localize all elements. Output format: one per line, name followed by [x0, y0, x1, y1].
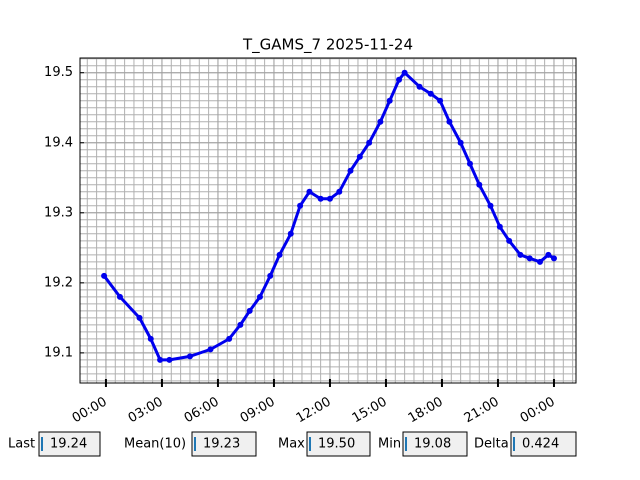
readout-value: 0.424 — [522, 437, 559, 452]
point — [396, 76, 403, 83]
readout-box — [402, 431, 468, 457]
readout-label: Last — [8, 437, 35, 452]
point — [256, 293, 263, 300]
x-tick-label: 00:00 — [518, 395, 558, 427]
point — [287, 230, 294, 237]
point — [427, 90, 434, 97]
point — [336, 188, 343, 195]
point — [347, 167, 354, 174]
point — [246, 307, 253, 314]
point — [186, 353, 193, 360]
point — [116, 293, 123, 300]
point — [476, 181, 483, 188]
point — [550, 255, 557, 262]
point — [496, 223, 503, 230]
readout-value: 19.08 — [414, 437, 451, 452]
point — [276, 251, 283, 258]
point — [136, 314, 143, 321]
x-tick-label: 18:00 — [406, 395, 446, 427]
point — [416, 83, 423, 90]
point — [306, 188, 313, 195]
point — [317, 195, 324, 202]
readout-value: 19.23 — [203, 437, 240, 452]
x-tick-label: 09:00 — [238, 395, 278, 427]
x-tick-label: 12:00 — [294, 395, 334, 427]
readout-label: Min — [378, 437, 401, 452]
point — [506, 237, 513, 244]
point — [157, 356, 164, 363]
point — [267, 272, 274, 279]
point — [386, 97, 393, 104]
plot-frame — [79, 57, 577, 384]
point — [437, 97, 444, 104]
y-tick-label: 19.4 — [44, 135, 73, 150]
point — [326, 195, 333, 202]
point — [226, 335, 233, 342]
point — [101, 272, 108, 279]
point — [356, 153, 363, 160]
point — [517, 251, 524, 258]
point — [457, 139, 464, 146]
point — [207, 346, 214, 353]
chart-title: T_GAMS_7 2025-11-24 — [242, 36, 413, 55]
readout-label: Delta — [474, 437, 509, 452]
point — [401, 69, 408, 76]
readout-value: 19.50 — [318, 437, 355, 452]
point — [526, 255, 533, 262]
y-tick-label: 19.5 — [44, 65, 73, 80]
point — [297, 202, 304, 209]
y-tick-label: 19.1 — [44, 345, 73, 360]
point — [487, 202, 494, 209]
point — [147, 335, 154, 342]
readout-box — [510, 431, 577, 457]
y-tick-label: 19.2 — [44, 275, 73, 290]
readout-box — [306, 431, 371, 457]
readout-box — [191, 431, 257, 457]
point — [466, 160, 473, 167]
x-tick-label: 03:00 — [126, 395, 166, 427]
readout-label: Mean(10) — [124, 437, 186, 452]
point — [377, 118, 384, 125]
point — [237, 321, 244, 328]
line — [102, 71, 555, 362]
y-tick-label: 19.3 — [44, 205, 73, 220]
point — [536, 258, 543, 265]
x-tick-label: 15:00 — [350, 395, 390, 427]
readout-label: Max — [278, 437, 305, 452]
x-tick-label: 21:00 — [462, 395, 502, 427]
point — [166, 356, 173, 363]
x-tick-label: 00:00 — [70, 395, 110, 427]
readout-value: 19.24 — [50, 437, 87, 452]
point — [446, 118, 453, 125]
x-tick-label: 06:00 — [182, 395, 222, 427]
point — [545, 251, 552, 258]
readout-box — [38, 431, 101, 457]
point — [366, 139, 373, 146]
